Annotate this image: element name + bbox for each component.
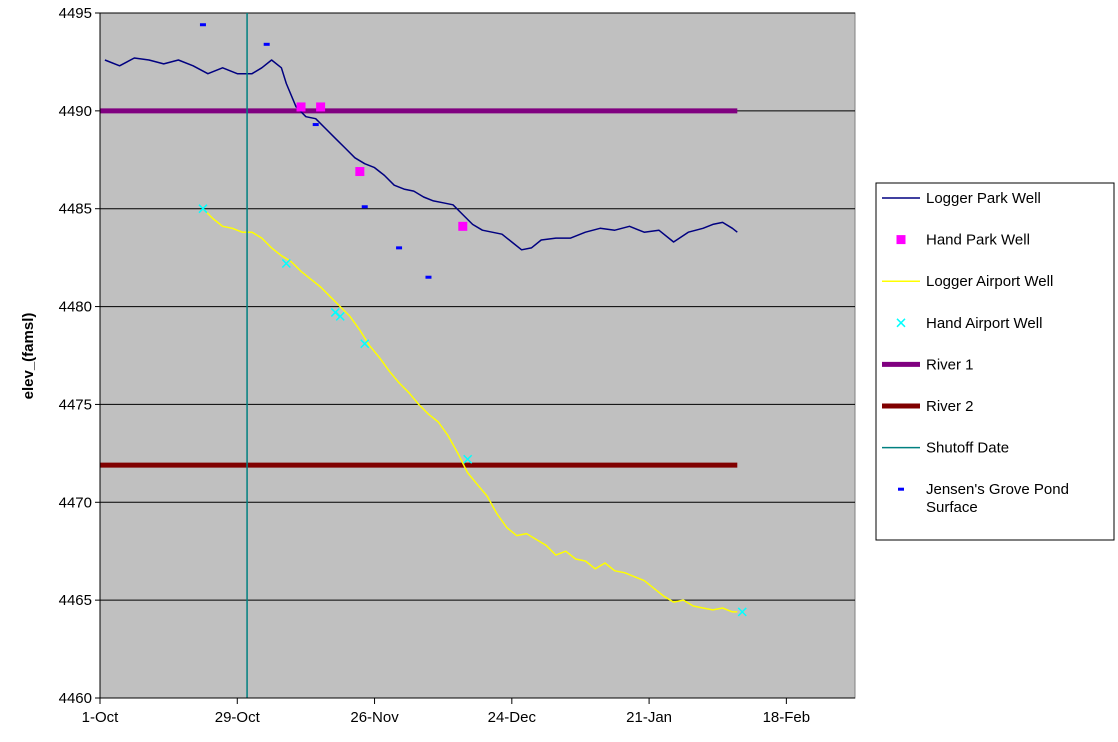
legend-label: Hand Airport Well: [926, 315, 1042, 332]
data-point: [316, 102, 326, 112]
data-point: [425, 275, 432, 279]
data-point: [198, 204, 208, 214]
legend: Logger Park Well Hand Park Well Logger Air…: [875, 182, 1115, 541]
x-tick-label: 26-Nov: [350, 709, 399, 726]
legend-label: Shutoff Date: [926, 440, 1009, 457]
y-tick-label: 4490: [59, 103, 92, 120]
legend-label: Jensen's Grove Pond Surface: [926, 481, 1069, 516]
legend-label: Logger Park Well: [926, 190, 1041, 207]
x-tick-label: 29-Oct: [215, 709, 261, 726]
series-0-line: [104, 57, 738, 251]
legend-swatch: [896, 318, 906, 328]
series-2-line: [202, 208, 738, 613]
x-tick-label: 1-Oct: [82, 709, 120, 726]
data-point: [737, 607, 747, 617]
y-tick-label: 4465: [59, 592, 92, 609]
x-tick-label: 18-Feb: [763, 709, 811, 726]
legend-box: [875, 182, 1115, 541]
data-point: [263, 42, 270, 46]
data-point: [396, 246, 403, 250]
y-tick-label: 4495: [59, 5, 92, 22]
x-tick-label: 21-Jan: [626, 709, 672, 726]
y-tick-label: 4460: [59, 690, 92, 707]
plot-area: [99, 12, 856, 699]
data-point: [281, 258, 291, 269]
data-point: [199, 23, 206, 27]
x-tick-label: 24-Dec: [488, 709, 537, 726]
legend-swatch: [896, 235, 906, 245]
legend-label: River 2: [926, 398, 974, 415]
data-point: [360, 339, 370, 349]
legend-label: Logger Airport Well: [926, 273, 1053, 290]
data-point: [463, 454, 473, 464]
legend-label: Hand Park Well: [926, 232, 1030, 249]
data-point: [458, 221, 468, 231]
legend-swatch: [898, 487, 904, 491]
axes: 4460 4465 4470 4475 4480 4485 4490 4495 1-Oct 29-…: [59, 5, 855, 726]
data-point: [335, 311, 345, 321]
data-point: [355, 167, 365, 177]
plot-background: [99, 12, 856, 699]
y-tick-label: 4485: [59, 201, 92, 218]
data-point: [312, 123, 319, 127]
y-tick-label: 4480: [59, 299, 92, 316]
legend-label: River 1: [926, 356, 974, 373]
y-tick-label: 4470: [59, 494, 92, 511]
data-point: [296, 102, 306, 112]
data-point: [361, 205, 368, 209]
y-tick-label: 4475: [59, 396, 92, 413]
y-axis-label: elev_(famsl): [20, 313, 37, 400]
series-layer: [100, 13, 747, 698]
